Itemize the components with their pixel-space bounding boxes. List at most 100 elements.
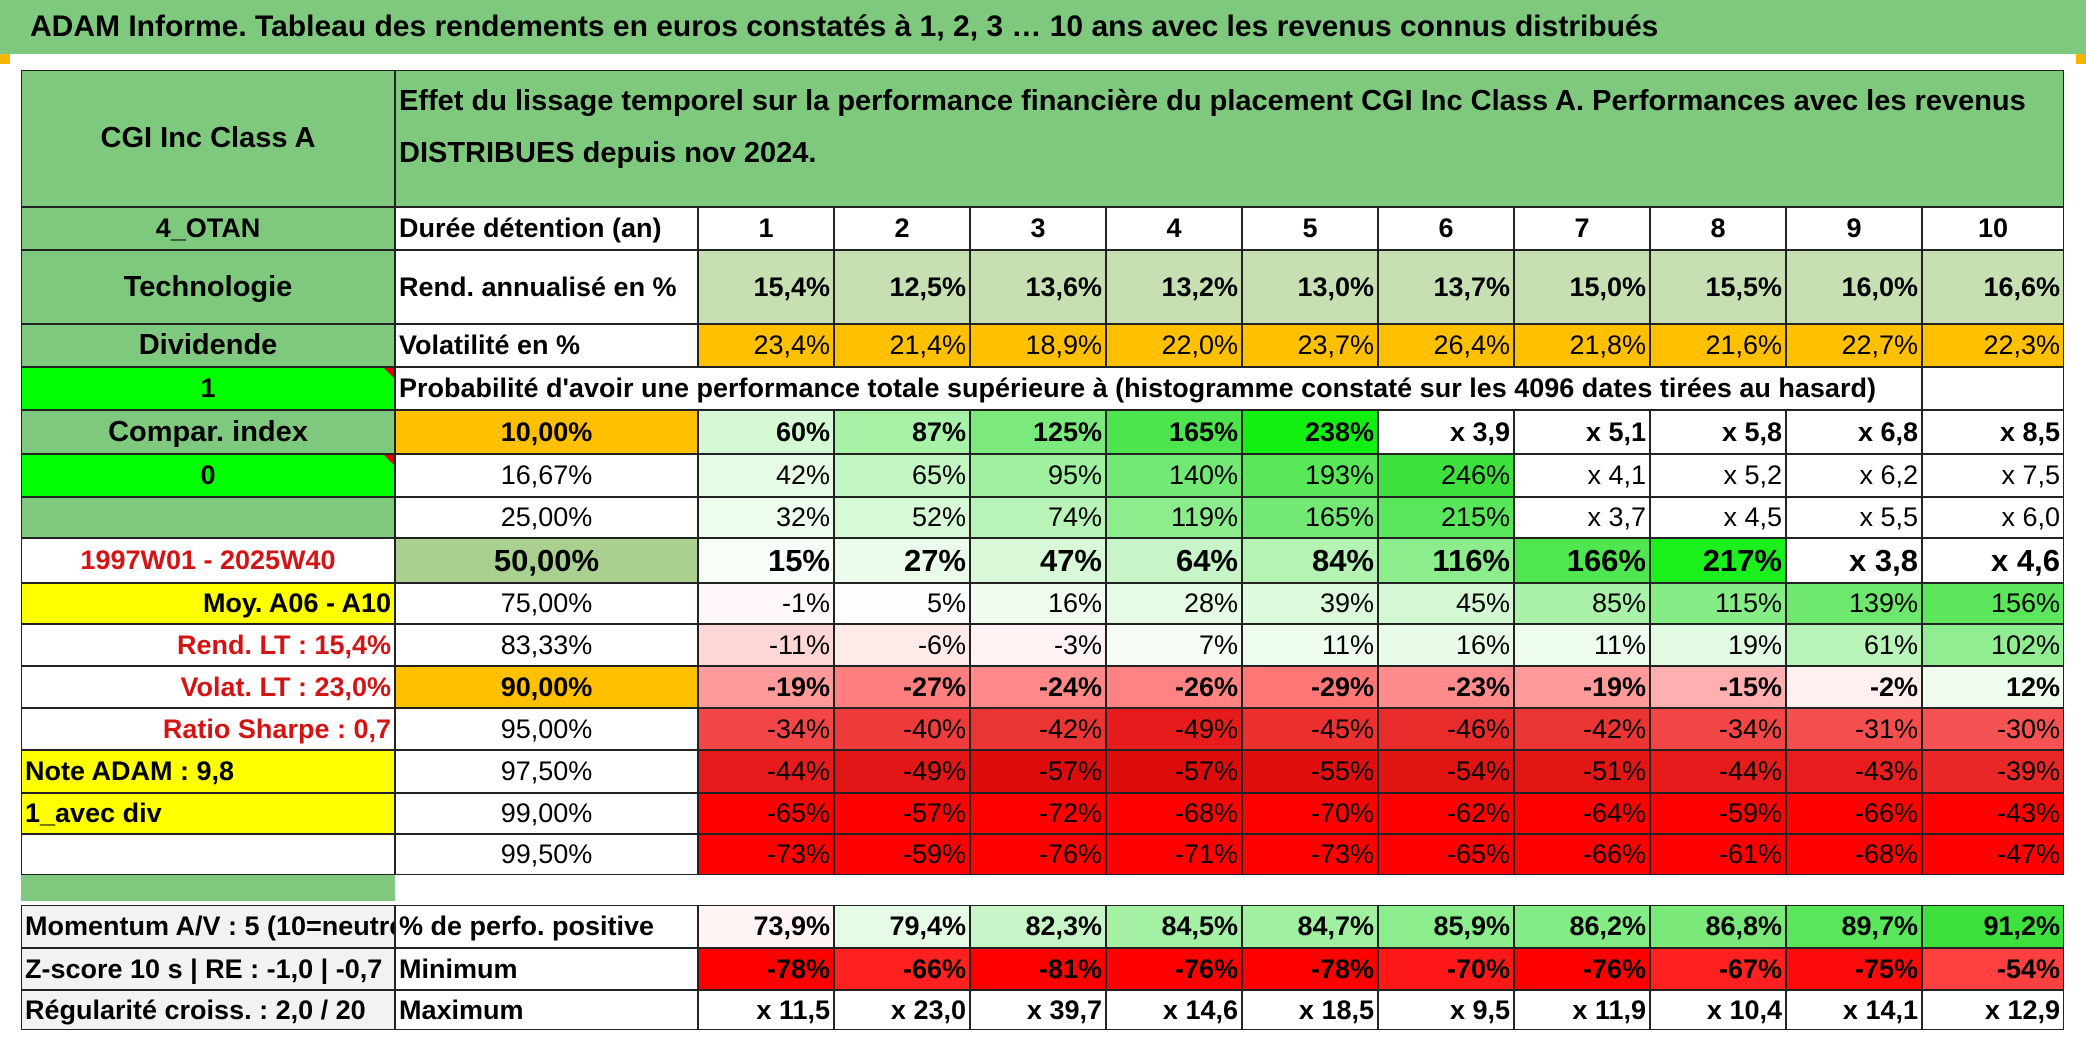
volatility-cell: 22,0% <box>1106 324 1242 367</box>
probability-cell: -26% <box>1106 666 1242 708</box>
probability-cell: 215% <box>1378 497 1514 538</box>
return-cell: 13,2% <box>1106 250 1242 324</box>
probability-cell: x 7,5 <box>1922 454 2064 497</box>
probability-cell: -66% <box>1514 834 1650 875</box>
bottom-row-label: % de perfo. positive <box>395 905 698 948</box>
year-header: 6 <box>1378 207 1514 250</box>
ratio-sharpe-label: Ratio Sharpe : 0,7 <box>21 708 395 750</box>
probability-cell: 246% <box>1378 454 1514 497</box>
return-cell: 15,5% <box>1650 250 1786 324</box>
probability-cell: -34% <box>698 708 834 750</box>
probability-cell: -23% <box>1378 666 1514 708</box>
bottom-cell: -70% <box>1378 948 1514 990</box>
probability-cell: 165% <box>1106 410 1242 454</box>
dividend-label: Dividende <box>21 324 395 367</box>
probability-cell: -57% <box>1106 750 1242 793</box>
bottom-cell: 84,5% <box>1106 905 1242 948</box>
volatility-cell: 26,4% <box>1378 324 1514 367</box>
probability-cell: 12% <box>1922 666 2064 708</box>
flag-value: 1 <box>21 367 395 410</box>
return-cell: 13,6% <box>970 250 1106 324</box>
probability-cell: -27% <box>834 666 970 708</box>
bottom-cell: -78% <box>698 948 834 990</box>
probability-cell: -59% <box>834 834 970 875</box>
corner-mark-left <box>0 54 10 64</box>
probability-cell: -1% <box>698 583 834 624</box>
bottom-cell: -76% <box>1514 948 1650 990</box>
probability-cell: 19% <box>1650 624 1786 666</box>
probability-cell: -34% <box>1650 708 1786 750</box>
bottom-cell: 79,4% <box>834 905 970 948</box>
bottom-cell: -76% <box>1106 948 1242 990</box>
year-header: 9 <box>1786 207 1922 250</box>
probability-cell: x 5,8 <box>1650 410 1786 454</box>
bottom-cell: -67% <box>1650 948 1786 990</box>
bottom-cell: -54% <box>1922 948 2064 990</box>
probability-cell: x 4,6 <box>1922 538 2064 583</box>
probability-cell: 140% <box>1106 454 1242 497</box>
probability-cell: 47% <box>970 538 1106 583</box>
volatility-cell: 22,7% <box>1786 324 1922 367</box>
threshold-label: 16,67% <box>395 454 698 497</box>
probability-cell: 85% <box>1514 583 1650 624</box>
probability-cell: 102% <box>1922 624 2064 666</box>
probability-cell: -45% <box>1242 708 1378 750</box>
note-adam-label: Note ADAM : 9,8 <box>21 750 395 793</box>
probability-cell: -46% <box>1378 708 1514 750</box>
return-cell: 12,5% <box>834 250 970 324</box>
holding-label: Durée détention (an) <box>395 207 698 250</box>
spacer-row <box>395 875 2064 905</box>
probability-cell: -44% <box>1650 750 1786 793</box>
probability-cell: x 6,2 <box>1786 454 1922 497</box>
probability-cell: -49% <box>1106 708 1242 750</box>
probability-cell: x 3,7 <box>1514 497 1650 538</box>
year-header: 7 <box>1514 207 1650 250</box>
bottom-cell: 84,7% <box>1242 905 1378 948</box>
probability-cell: x 6,8 <box>1786 410 1922 454</box>
avec-div-label: 1_avec div <box>21 793 395 834</box>
volatility-cell: 23,7% <box>1242 324 1378 367</box>
probability-cell: 116% <box>1378 538 1514 583</box>
return-cell: 15,4% <box>698 250 834 324</box>
probability-cell: -29% <box>1242 666 1378 708</box>
probability-cell: x 3,9 <box>1378 410 1514 454</box>
probability-cell: -54% <box>1378 750 1514 793</box>
threshold-label: 90,00% <box>395 666 698 708</box>
volatility-cell: 21,6% <box>1650 324 1786 367</box>
probability-cell: 39% <box>1242 583 1378 624</box>
bottom-cell: 89,7% <box>1786 905 1922 948</box>
probability-cell: 217% <box>1650 538 1786 583</box>
probability-cell: x 3,8 <box>1786 538 1922 583</box>
probability-cell: 64% <box>1106 538 1242 583</box>
probability-cell: -42% <box>970 708 1106 750</box>
probability-cell: 74% <box>970 497 1106 538</box>
probability-heading: Probabilité d'avoir une performance tota… <box>395 367 1922 410</box>
bottom-cell: x 10,4 <box>1650 990 1786 1030</box>
probability-cell: 16% <box>1378 624 1514 666</box>
year-header: 4 <box>1106 207 1242 250</box>
empty-green-cell <box>21 497 395 538</box>
probability-cell: 238% <box>1242 410 1378 454</box>
probability-cell: -55% <box>1242 750 1378 793</box>
probability-cell: -39% <box>1922 750 2064 793</box>
probability-cell: -73% <box>1242 834 1378 875</box>
probability-cell: -62% <box>1378 793 1514 834</box>
zscore-label: Z-score 10 s | RE : -1,0 | -0,7 <box>21 948 395 990</box>
regularite-label: Régularité croiss. : 2,0 / 20 <box>21 990 395 1030</box>
year-header: 3 <box>970 207 1106 250</box>
bottom-cell: x 11,9 <box>1514 990 1650 1030</box>
probability-cell: -31% <box>1786 708 1922 750</box>
probability-cell: 11% <box>1514 624 1650 666</box>
probability-cell: 45% <box>1378 583 1514 624</box>
probability-cell: 16% <box>970 583 1106 624</box>
bottom-cell: 82,3% <box>970 905 1106 948</box>
probability-cell: x 4,5 <box>1650 497 1786 538</box>
rend-lt-label: Rend. LT : 15,4% <box>21 624 395 666</box>
probability-cell: 87% <box>834 410 970 454</box>
probability-cell: x 8,5 <box>1922 410 2064 454</box>
probability-cell: -19% <box>1514 666 1650 708</box>
volatility-label: Volatilité en % <box>395 324 698 367</box>
threshold-label: 83,33% <box>395 624 698 666</box>
return-label: Rend. annualisé en % <box>395 250 698 324</box>
probability-cell: -19% <box>698 666 834 708</box>
